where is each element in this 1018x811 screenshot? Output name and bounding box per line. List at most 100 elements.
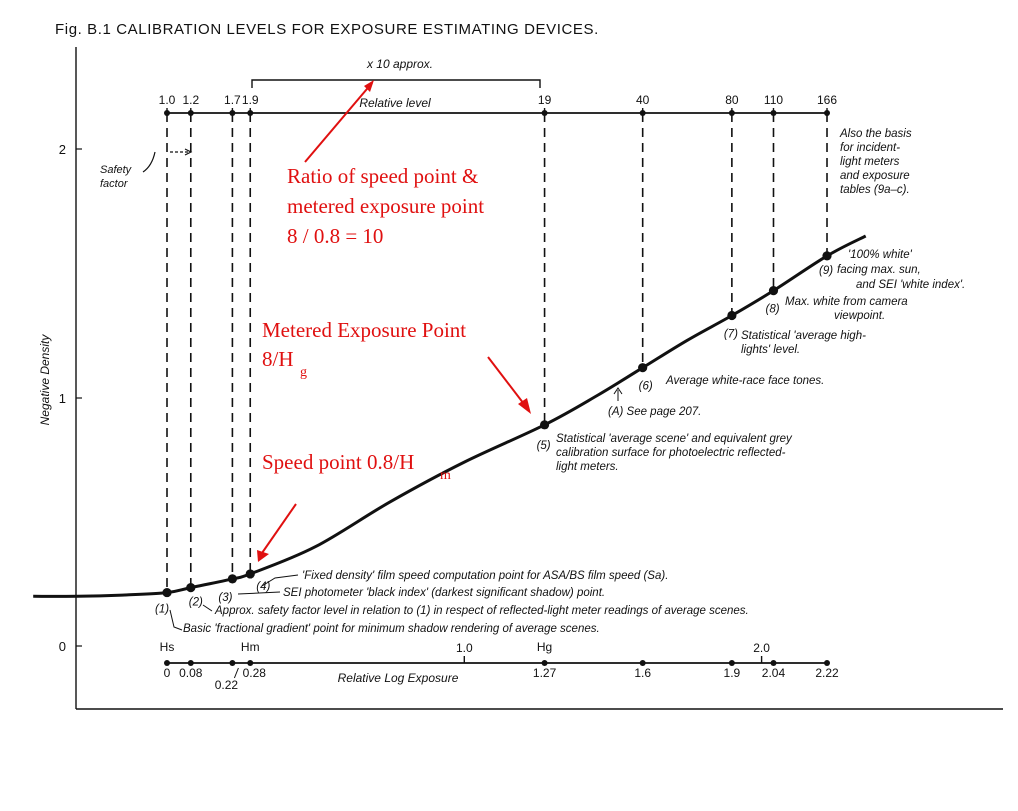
exp-tick-label-1-9: 1.9 — [724, 666, 741, 680]
point-3 — [227, 574, 238, 584]
safety-factor-line2: factor — [100, 178, 129, 190]
exp-dot-0-08 — [187, 660, 194, 666]
annotation-p9-line1: '100% white' — [848, 249, 913, 261]
annotation-p5-line2: calibration surface for photoelectric re… — [556, 447, 786, 459]
exp-tick-label-0-28: 0.28 — [243, 666, 267, 680]
y-tick-label-2: 2 — [59, 142, 66, 157]
annotation-p2: Approx. safety factor level in relation … — [214, 605, 749, 617]
annotation-p5-line3: light meters. — [556, 461, 619, 473]
point-9 — [822, 251, 832, 261]
rel-dot-166 — [824, 110, 831, 116]
exp-dot-1-27 — [541, 660, 548, 666]
exp-dot-0-28 — [247, 660, 254, 666]
point-label-4: (4) — [256, 581, 270, 593]
annotation-incident: Also the basis for incident- light meter… — [839, 128, 915, 196]
annotation-p3: SEI photometer 'black index' (darkest si… — [283, 587, 605, 599]
exp-tick-label-1-6: 1.6 — [634, 666, 651, 680]
rel-tick-label-1-7: 1.7 — [224, 93, 241, 107]
red-metered-line2: 8/H — [262, 347, 294, 371]
rel-tick-label-166: 166 — [817, 93, 837, 107]
annotation-incident-line2: for incident- — [840, 142, 900, 154]
exp-marker-hm: Hm — [241, 640, 260, 654]
x10-bracket — [251, 79, 541, 88]
point-1 — [162, 587, 172, 598]
exp-tick-label-1-0: 1.0 — [456, 641, 473, 655]
point-label-9: (9) — [819, 265, 833, 277]
red-speed-line: Speed point 0.8/H — [262, 450, 414, 474]
plot-frame: 2 1 0 Negative Density — [38, 47, 1003, 710]
annotation-incident-line5: tables (9a–c). — [840, 184, 910, 196]
annotation-p5: Statistical 'average scene' and equivale… — [556, 433, 795, 473]
leader-p1 — [169, 609, 183, 631]
exp-tick-label-2-04: 2.04 — [762, 666, 786, 680]
red-ratio-line2: metered exposure point — [287, 194, 484, 218]
point-label-8: (8) — [765, 304, 779, 316]
red-ratio-arrow — [304, 82, 373, 163]
x-axis-label: Relative Log Exposure — [338, 671, 459, 685]
annotation-p8-line1: Max. white from camera — [785, 296, 908, 308]
annotation-p4: 'Fixed density' film speed computation p… — [302, 570, 668, 582]
exp-dot-1-6 — [639, 660, 646, 666]
figure-title: Fig. B.1 CALIBRATION LEVELS FOR EXPOSURE… — [55, 21, 599, 38]
red-speed-arrow — [261, 503, 297, 554]
rel-dot-1-2 — [187, 110, 194, 116]
point-5 — [539, 420, 550, 430]
point-8 — [768, 286, 779, 296]
annotation-pA: (A) See page 207. — [608, 406, 701, 418]
rel-dot-19 — [541, 110, 548, 116]
exp-dot-1-9 — [728, 660, 735, 666]
y-axis-label: Negative Density — [38, 334, 52, 426]
annotation-incident-line4: and exposure — [840, 170, 910, 182]
annotation-p9: '100% white' facing max. sun, and SEI 'w… — [837, 249, 965, 291]
point-label-3: (3) — [218, 592, 232, 604]
exp-tick-label-0: 0 — [164, 666, 171, 680]
annotation-p7-line1: Statistical 'average high- — [741, 330, 866, 342]
point-label-2: (2) — [189, 597, 203, 609]
exp-marker-hg: Hg — [537, 640, 552, 654]
point-2 — [186, 583, 196, 593]
point-label-5: (5) — [537, 440, 551, 452]
rel-tick-label-1-0: 1.0 — [159, 93, 176, 107]
x10-bracket-label: x 10 approx. — [366, 57, 433, 71]
exp-0-22-slash — [233, 667, 239, 679]
point-label-1: (1) — [155, 604, 169, 616]
annotation-p5-line1: Statistical 'average scene' and equivale… — [556, 433, 793, 445]
rel-dot-1-0 — [164, 110, 170, 116]
point-label-7: (7) — [724, 328, 738, 340]
point-label-6: (6) — [639, 381, 653, 393]
annotation-incident-line3: light meters — [840, 156, 900, 168]
red-ratio-arrowhead — [364, 80, 374, 92]
safety-factor-leader — [142, 151, 156, 173]
annotation-p8-line2: viewpoint. — [834, 310, 885, 322]
leader-p4 — [261, 574, 299, 587]
rel-dot-40 — [639, 110, 646, 116]
y-tick-label-1: 1 — [59, 391, 66, 406]
red-ratio-line3: 8 / 0.8 = 10 — [287, 224, 383, 248]
exp-tick-label-1-27: 1.27 — [533, 666, 557, 680]
arrow-pA — [613, 387, 623, 395]
exp-marker-hs: Hs — [160, 640, 175, 654]
safety-factor-line1: Safety — [100, 164, 133, 176]
rel-dot-1-7 — [229, 110, 236, 116]
calibration-points: (1) (2) (3) (4) (5) (6) (7) (8) (9) — [155, 251, 833, 616]
annotation-p9-line3: and SEI 'white index'. — [856, 279, 965, 291]
exp-tick-label-0-22: 0.22 — [215, 678, 239, 692]
relative-log-exposure-scale: 0 0.08 0.22 0.28 1.0 1.27 1.6 1.9 2.0 2.04 2.22 Hs H… — [160, 640, 839, 692]
rel-dot-80 — [728, 110, 735, 116]
exp-tick-label-0-08: 0.08 — [179, 666, 203, 680]
annotation-p8: Max. white from camera viewpoint. — [785, 296, 911, 322]
rel-dot-1-9 — [247, 110, 254, 116]
annotation-incident-line1: Also the basis — [839, 128, 912, 140]
rel-tick-label-19: 19 — [538, 93, 552, 107]
red-speed-subscript: m — [440, 468, 451, 483]
leader-p2 — [202, 604, 213, 612]
rel-tick-label-1-9: 1.9 — [242, 93, 259, 107]
dashed-verticals — [166, 113, 828, 593]
red-ratio-note: Ratio of speed point & metered exposure … — [287, 164, 489, 248]
annotations: Safety factor 'Fixed density' film speed… — [100, 128, 965, 635]
exp-tick-label-2-22: 2.22 — [815, 666, 839, 680]
relative-level-scale: 1.0 1.2 1.7 1.9 19 40 80 110 166 Relative level … — [159, 57, 837, 116]
exp-dot-0 — [164, 660, 170, 666]
red-ratio-line1: Ratio of speed point & — [287, 164, 478, 188]
point-7 — [727, 310, 737, 321]
